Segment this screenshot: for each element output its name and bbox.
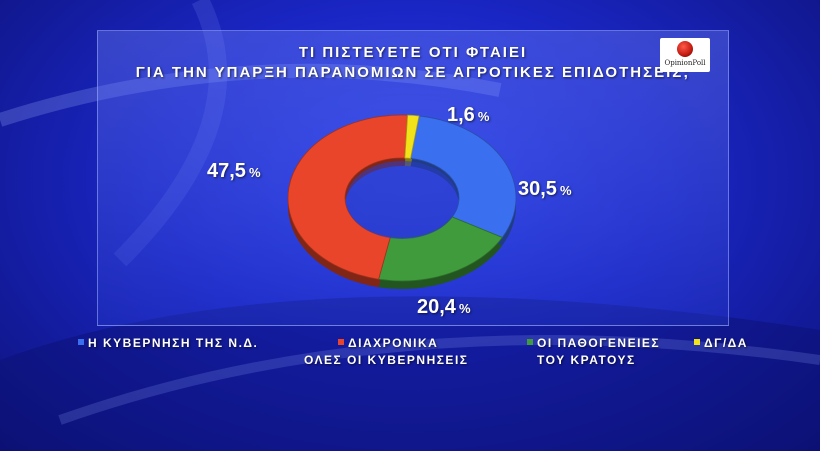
legend-swatch-green (527, 339, 533, 345)
legend-item-nd: Η ΚΥΒΕΡΝΗΣΗ ΤΗΣ Ν.Δ. (78, 335, 258, 352)
donut-hole (346, 161, 458, 239)
value-label-nd: 30,5% (518, 178, 572, 200)
logo-dot-icon (677, 41, 693, 57)
opinionpoll-logo: OpinionPoll (660, 38, 710, 72)
donut-slice (410, 115, 517, 238)
value-label-diachronika: 47,5% (207, 160, 261, 182)
chart-title-line-2: ΓΙΑ ΤΗΝ ΥΠΑΡΞΗ ΠΑΡΑΝΟΜΙΩΝ ΣΕ ΑΓΡΟΤΙΚΕΣ Ε… (135, 64, 691, 81)
legend-swatch-yellow (694, 339, 700, 345)
chart-title-line-1: ΤΙ ΠΙΣΤΕΥΕΤΕ ΟΤΙ ΦΤΑΙΕΙ (298, 44, 528, 61)
legend-item-dgda: ΔΓ/ΔΑ (694, 335, 748, 352)
legend-swatch-blue (78, 339, 84, 345)
donut-slice (287, 114, 409, 280)
legend-swatch-red (338, 339, 344, 345)
value-label-dgda: 1,6% (447, 104, 490, 126)
logo-text: OpinionPoll (664, 59, 706, 67)
legend-item-diachronika: ΔΙΑΧΡΟΝΙΚΑ ΟΛΕΣ ΟΙ ΚΥΒΕΡΝΗΣΕΙΣ (304, 336, 469, 367)
donut-slice (404, 114, 420, 159)
legend-item-pathogeneies: ΟΙ ΠΑΘΟΓΕΝΕΙΕΣ ΤΟΥ ΚΡΑΤΟΥΣ (527, 335, 660, 369)
value-label-pathogeneies: 20,4% (417, 296, 471, 318)
